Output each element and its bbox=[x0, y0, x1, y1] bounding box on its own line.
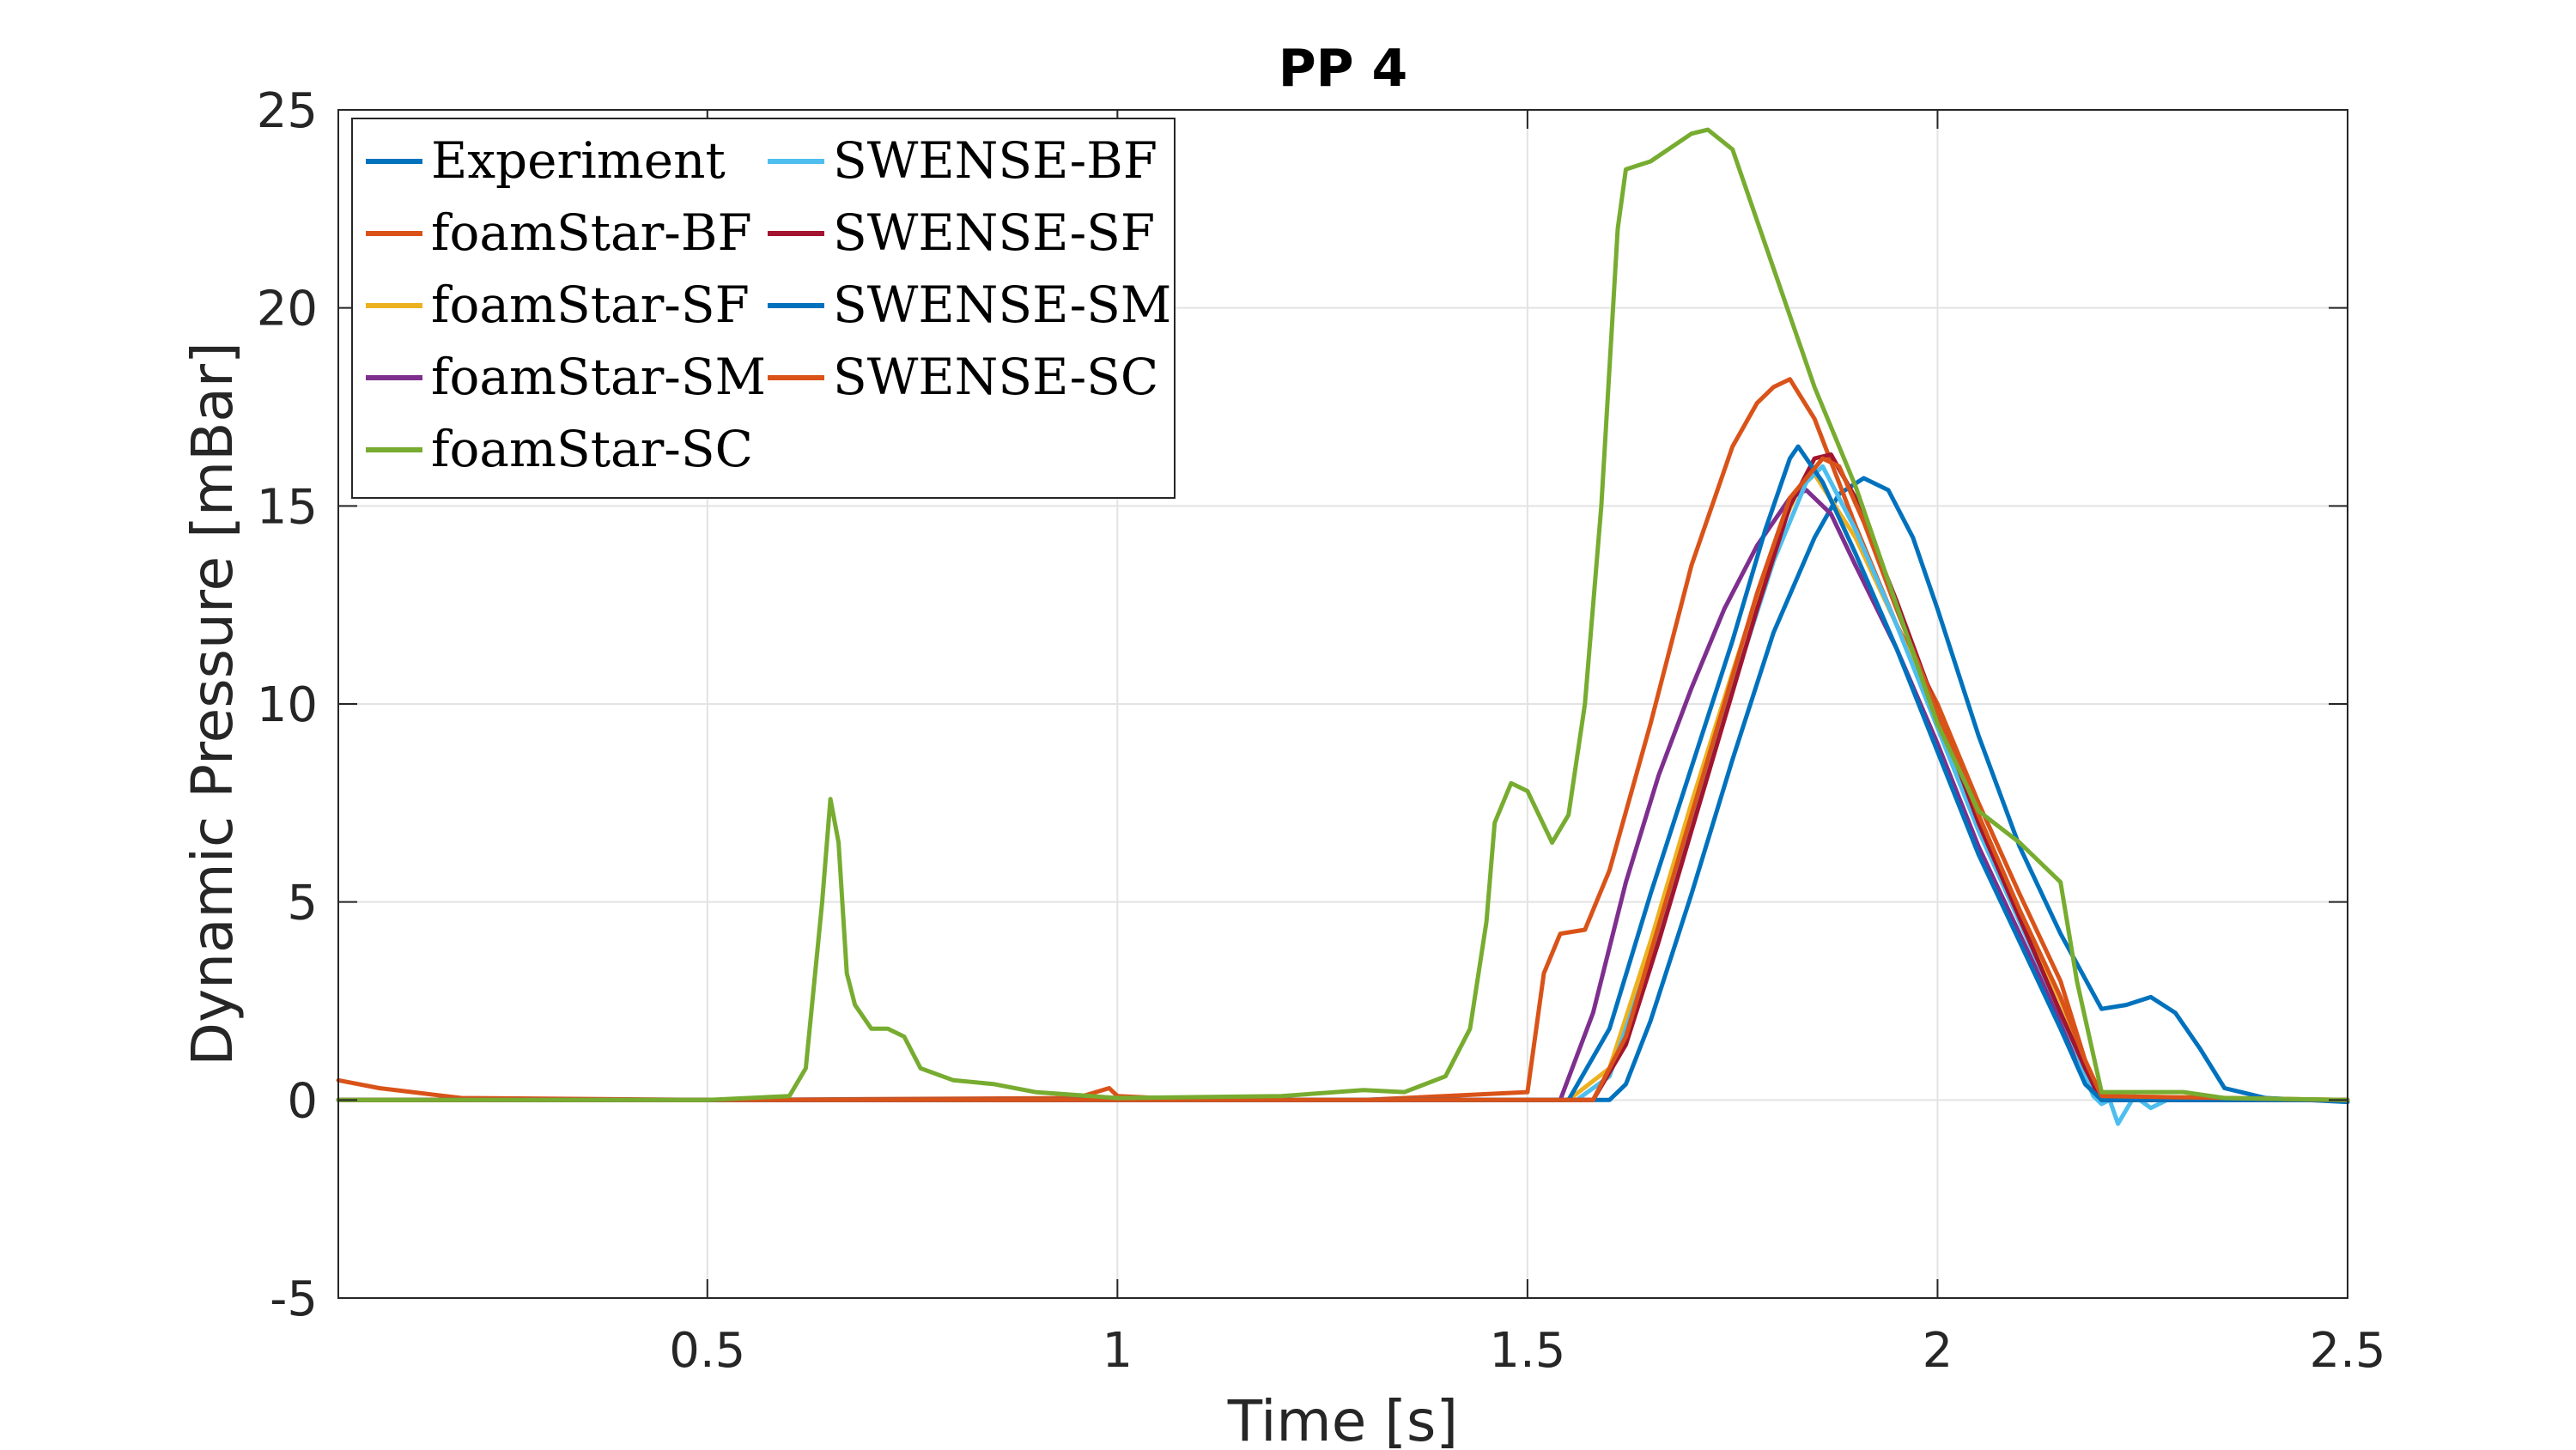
legend-entry: Experiment bbox=[431, 131, 726, 190]
y-tick-label: 25 bbox=[257, 83, 318, 139]
x-tick-label: 2 bbox=[1923, 1323, 1953, 1379]
legend-entry: foamStar-SM bbox=[431, 348, 766, 406]
legend-entry: SWENSE-BF bbox=[833, 131, 1157, 190]
y-tick-label: -5 bbox=[270, 1271, 318, 1327]
y-tick-label: 0 bbox=[287, 1073, 318, 1129]
y-tick-label: 20 bbox=[257, 282, 318, 337]
chart-title: PP 4 bbox=[1279, 39, 1408, 99]
series-line-foamstar-bf bbox=[336, 377, 2350, 1102]
legend-entry: SWENSE-SM bbox=[833, 276, 1171, 334]
series-line-swense-sm bbox=[336, 444, 2350, 1102]
legend: Experiment foamStar-BF foamStar-SF foamStar… bbox=[351, 118, 1176, 499]
x-tick-label: 1.5 bbox=[1489, 1323, 1565, 1379]
legend-box bbox=[351, 118, 1176, 499]
axis-ticks: 0.5 1 1.5 2 2.5 -5 0 5 10 15 20 25 bbox=[257, 83, 2386, 1379]
legend-entry: foamStar-BF bbox=[431, 203, 752, 262]
legend-entry: foamStar-SC bbox=[431, 420, 753, 478]
x-tick-label: 0.5 bbox=[669, 1323, 745, 1379]
x-tick-label: 2.5 bbox=[2309, 1323, 2385, 1379]
y-tick-label: 5 bbox=[287, 876, 318, 931]
y-tick-label: 15 bbox=[257, 479, 318, 535]
series-layer bbox=[336, 127, 2350, 1126]
grid-lines bbox=[338, 109, 2348, 1299]
y-axis-label: Dynamic Pressure [mBar] bbox=[179, 342, 246, 1066]
legend-entry: foamStar-SF bbox=[431, 276, 750, 334]
x-tick-label: 1 bbox=[1103, 1323, 1133, 1379]
legend-entry: SWENSE-SC bbox=[833, 348, 1158, 406]
series-line-foamstar-sm bbox=[336, 488, 2350, 1102]
series-line-experiment bbox=[336, 476, 2350, 1105]
legend-entry: SWENSE-SF bbox=[833, 203, 1155, 262]
series-line-swense-sc bbox=[336, 456, 2350, 1102]
y-tick-label: 10 bbox=[257, 677, 318, 733]
series-line-foamstar-sc bbox=[336, 127, 2350, 1102]
x-axis-label: Time [s] bbox=[1227, 1388, 1458, 1450]
